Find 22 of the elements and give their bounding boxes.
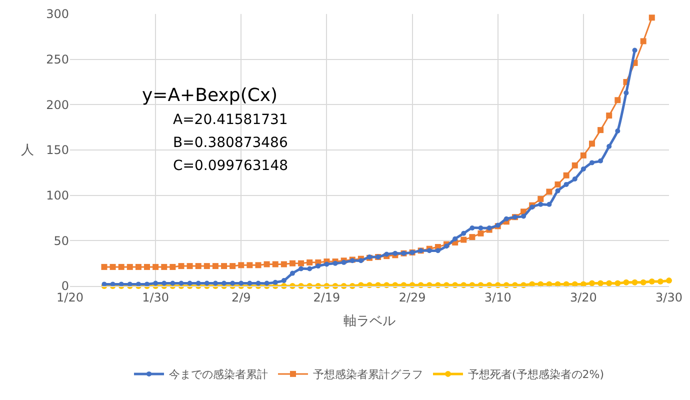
annotation: B=0.380873486	[173, 135, 288, 151]
x-tick-label: 2/9	[231, 290, 251, 304]
x-tick-label: 3/30	[656, 290, 682, 304]
y-tick-label: 300	[46, 7, 69, 22]
y-tick-label: 250	[46, 52, 69, 67]
y-tick-label: 200	[46, 98, 69, 112]
legend-label: 今までの感染者累計	[169, 368, 268, 382]
y-tick-label: 50	[54, 234, 69, 248]
annotation: C=0.099763148	[173, 158, 288, 174]
x-axis-title: 軸ラベル	[344, 314, 396, 329]
y-axis-title: 人	[21, 143, 34, 158]
x-tick-label: 3/10	[484, 290, 512, 304]
y-tick-label: 100	[46, 188, 69, 203]
x-tick-label: 2/19	[313, 290, 340, 304]
legend-label: 予想感染者累計グラフ	[313, 368, 423, 382]
x-tick-label: 1/30	[142, 290, 170, 304]
x-tick-label: 3/20	[570, 290, 597, 304]
annotation: A=20.41581731	[173, 112, 288, 128]
y-tick-label: 150	[46, 143, 69, 158]
legend-label: 予想死者(予想感染者の2%)	[468, 368, 604, 382]
annotation: y=A+Bexp(Cx)	[142, 85, 278, 106]
x-tick-label: 2/29	[398, 290, 426, 304]
